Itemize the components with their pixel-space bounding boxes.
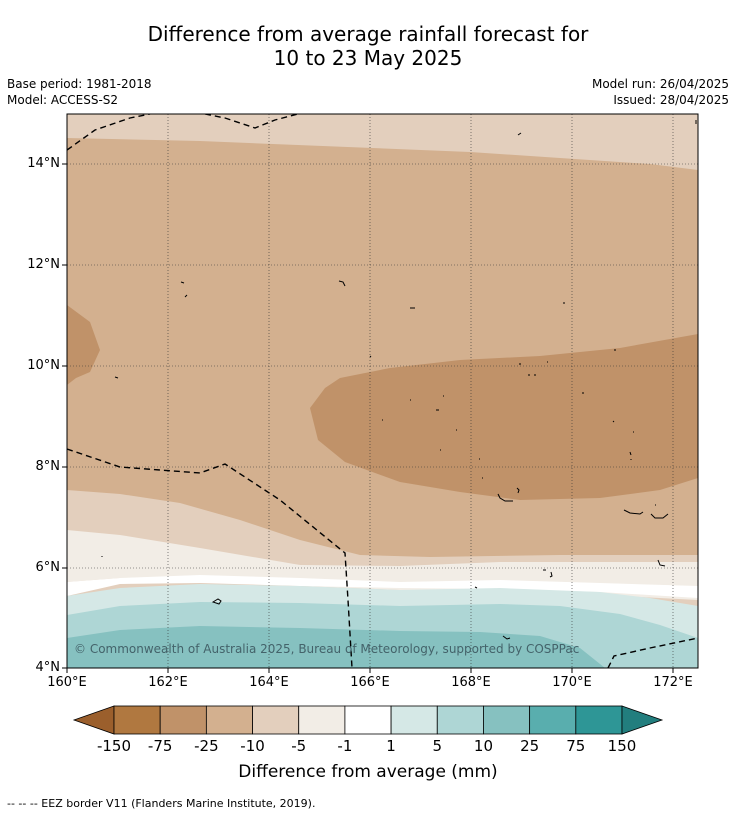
colorbar-tick-label: 150 <box>607 737 637 755</box>
colorbar-tick-label: 10 <box>473 737 493 755</box>
colorbar-cell <box>205 705 253 735</box>
colorbar-tick-label: -1 <box>337 737 353 755</box>
title-line-2: 10 to 23 May 2025 <box>273 46 463 70</box>
colorbar-tick-label: -10 <box>240 737 265 755</box>
map-frame <box>66 113 699 669</box>
band-neg75-neg25-east <box>310 334 698 500</box>
lat-label: 4°N <box>35 660 61 675</box>
colorbar-cell <box>159 705 207 735</box>
colorbar-cell <box>436 705 484 735</box>
lon-label: 160°E <box>47 675 87 690</box>
title-line-1: Difference from average rainfall forecas… <box>147 22 589 46</box>
colorbar-tick-label: -75 <box>147 737 173 755</box>
colorbar-cell <box>113 705 161 735</box>
gridlines <box>67 114 698 668</box>
colorbar-tick-label: 25 <box>520 737 540 755</box>
colorbar-low-extend <box>72 705 115 735</box>
colorbar-cell <box>483 705 531 735</box>
lon-label: 164°E <box>249 675 289 690</box>
colorbar-cell <box>575 705 623 735</box>
lon-label: 168°E <box>451 675 491 690</box>
eez-borders <box>67 114 698 668</box>
chart-title: Difference from average rainfall forecas… <box>0 22 736 70</box>
colorbar-cell <box>529 705 577 735</box>
colorbar-cell <box>252 705 300 735</box>
colorbar-tick-label: 75 <box>566 737 586 755</box>
band-pos10-pos25 <box>67 626 605 668</box>
lat-label: 6°N <box>35 560 61 575</box>
lon-label: 166°E <box>350 675 390 690</box>
colorbar-cell <box>390 705 438 735</box>
eez-legend-text: -- -- -- EEZ border V11 (Flanders Marine… <box>7 797 316 810</box>
issued-text: Issued: 28/04/2025 <box>613 93 729 107</box>
lon-label: 170°E <box>552 675 592 690</box>
model-text: Model: ACCESS-S2 <box>7 93 119 107</box>
axis-ticks <box>62 163 674 673</box>
colorbar-cell <box>298 705 346 735</box>
colorbar-title: Difference from average (mm) <box>238 762 498 782</box>
colorbar-tick-label: -5 <box>291 737 307 755</box>
model-run-text: Model run: 26/04/2025 <box>591 77 729 91</box>
colorbar-tick-label: -150 <box>96 737 132 755</box>
colorbar-tick-label: 5 <box>432 737 443 755</box>
band-neg1-pos1 <box>67 575 698 598</box>
colorbar-cell <box>344 705 392 735</box>
meta-right: Model run: 26/04/2025 Issued: 28/04/2025 <box>592 76 729 108</box>
colorbar-high-extend <box>621 705 664 735</box>
colorbar-tick-label: -25 <box>194 737 219 755</box>
lat-label: 10°N <box>27 358 60 373</box>
lat-label: 14°N <box>27 156 60 171</box>
islands <box>101 120 697 640</box>
band-neg75-neg25-west <box>67 305 100 385</box>
meta-left: Base period: 1981-2018 Model: ACCESS-S2 <box>7 76 152 108</box>
colorbar <box>72 705 664 735</box>
copyright-text: © Commonwealth of Australia 2025, Bureau… <box>74 642 579 656</box>
colorbar-tick-label: 1 <box>386 737 396 755</box>
lon-label: 172°E <box>653 675 693 690</box>
lat-label: 8°N <box>35 459 61 474</box>
lat-label: 12°N <box>27 257 60 272</box>
lon-label: 162°E <box>148 675 188 690</box>
base-period-text: Base period: 1981-2018 <box>7 77 152 91</box>
